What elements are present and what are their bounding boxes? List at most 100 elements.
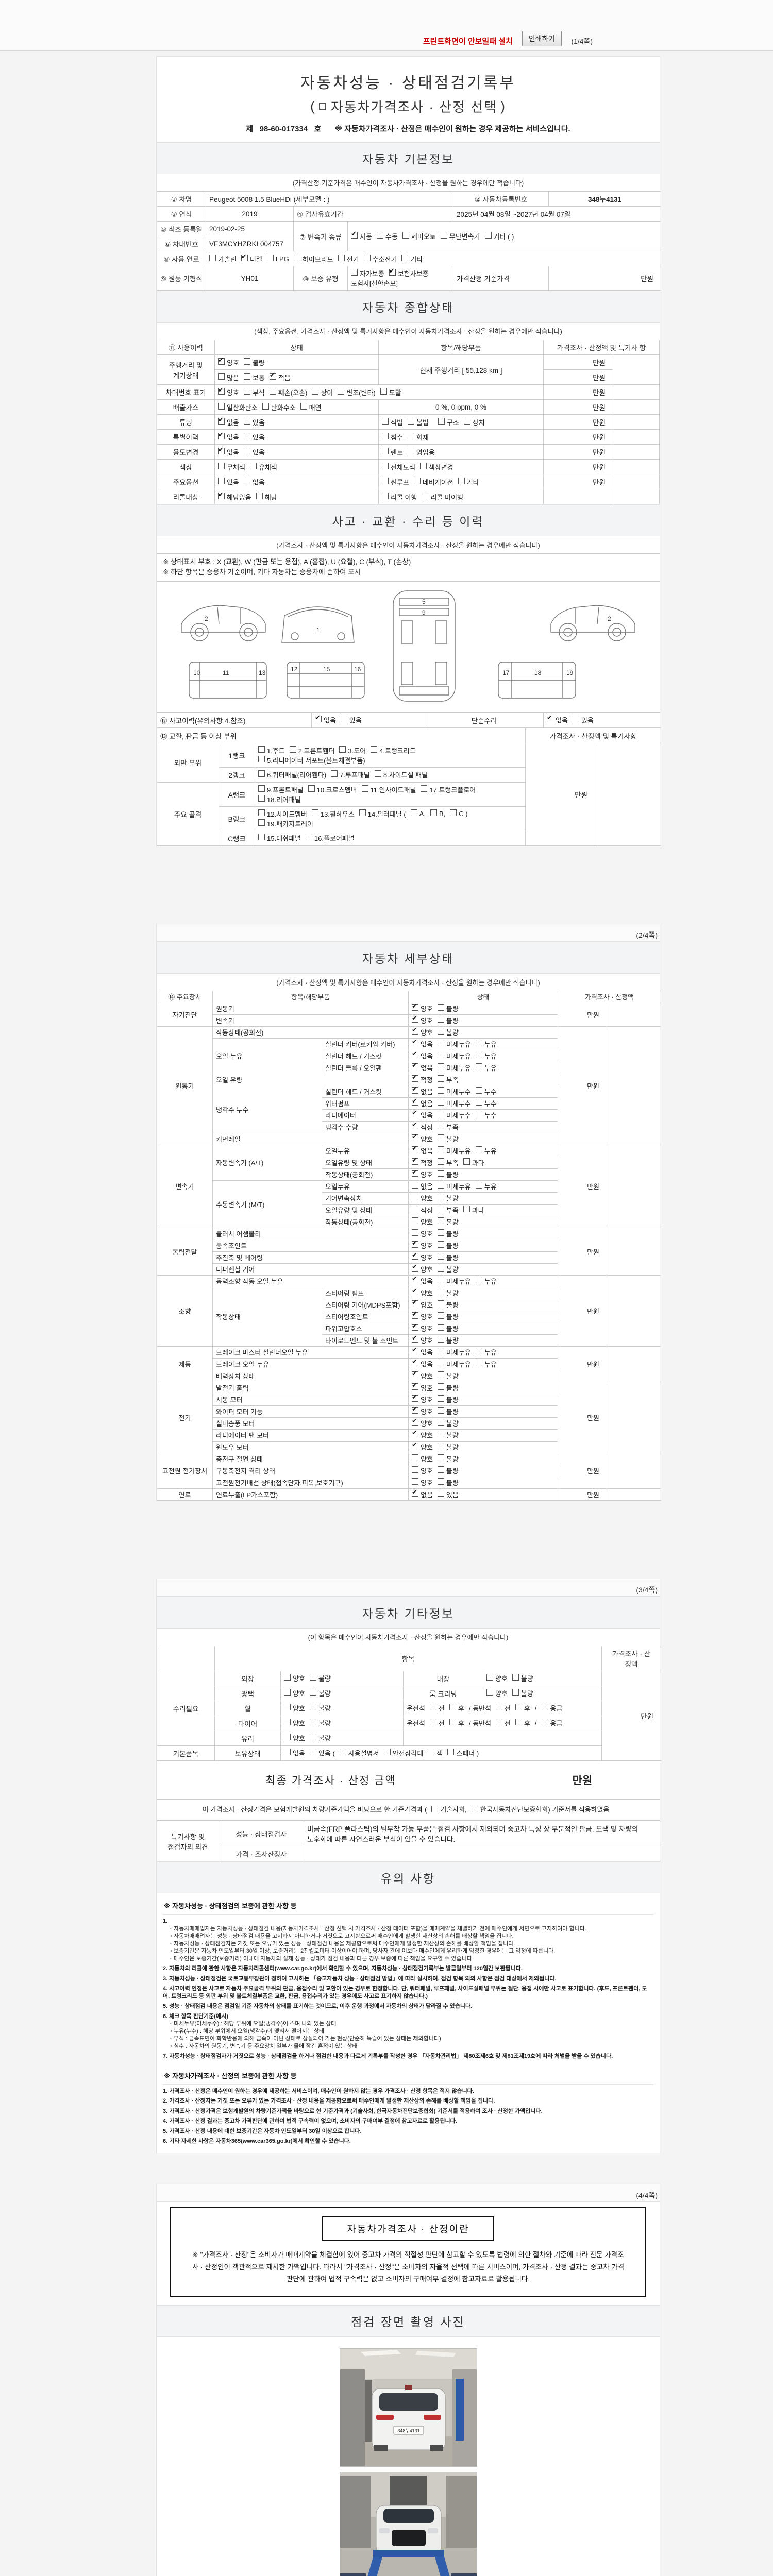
checkbox-option[interactable]: 양호	[412, 1239, 433, 1250]
checkbox-option[interactable]: 양호	[412, 1217, 433, 1227]
checkbox-option[interactable]: 없음	[547, 714, 568, 725]
option-cell[interactable]: 양호 불량	[408, 1227, 558, 1240]
checkbox-option[interactable]: 부족	[437, 1122, 459, 1132]
unchecked-checkbox-icon[interactable]	[401, 254, 409, 261]
checked-checkbox-icon[interactable]	[412, 1156, 418, 1165]
unchecked-checkbox-icon[interactable]	[450, 809, 457, 816]
checked-checkbox-icon[interactable]	[218, 416, 225, 425]
unchecked-checkbox-icon[interactable]	[437, 1158, 444, 1165]
unchecked-checkbox-icon[interactable]	[258, 785, 265, 792]
unchecked-checkbox-icon[interactable]	[541, 1719, 548, 1726]
checkbox-option[interactable]: 불법	[407, 417, 429, 427]
checkbox-option[interactable]: 훼손(오손)	[269, 387, 307, 397]
option-cell[interactable]: 양호 불량	[482, 1670, 602, 1686]
checkbox-option[interactable]: 수동	[376, 231, 398, 241]
checked-checkbox-icon[interactable]	[412, 1429, 418, 1437]
unchecked-checkbox-icon[interactable]	[512, 1674, 519, 1681]
checkbox-option[interactable]: 미세누유	[437, 1347, 471, 1357]
unchecked-checkbox-icon[interactable]	[458, 477, 465, 484]
option-cell[interactable]: 양호 불량	[408, 1393, 558, 1406]
checkbox-option[interactable]: 불량	[309, 1673, 331, 1683]
checkbox-option[interactable]: 양호	[412, 1002, 433, 1013]
checked-checkbox-icon[interactable]	[315, 714, 322, 723]
checkbox-option[interactable]: 누유	[475, 1051, 497, 1061]
unchecked-checkbox-icon[interactable]	[512, 1689, 519, 1696]
unchecked-checkbox-icon[interactable]	[293, 254, 300, 261]
unchecked-checkbox-icon[interactable]	[449, 1704, 456, 1711]
unchecked-checkbox-icon[interactable]	[486, 1689, 493, 1696]
unchecked-checkbox-icon[interactable]	[383, 1749, 391, 1756]
unchecked-checkbox-icon[interactable]	[484, 232, 492, 239]
unchecked-checkbox-icon[interactable]	[309, 1749, 316, 1756]
checkbox-option[interactable]: 색상변경	[419, 462, 453, 472]
unchecked-checkbox-icon[interactable]	[351, 269, 358, 276]
checkbox-option[interactable]: 누수	[475, 1098, 497, 1108]
checkbox-option[interactable]: 양호	[412, 1251, 433, 1262]
checkbox-option[interactable]: 네비게이션	[413, 477, 453, 487]
option-cell[interactable]: 양호 불량	[408, 1298, 558, 1311]
checkbox-option[interactable]: 미세누유	[437, 1039, 471, 1049]
checkbox-option[interactable]: 불량	[309, 1703, 331, 1713]
option-cell[interactable]: 양호 불량	[280, 1685, 404, 1701]
unchecked-checkbox-icon[interactable]	[437, 1418, 444, 1426]
checked-checkbox-icon[interactable]	[412, 1440, 418, 1449]
checkbox-option[interactable]: 양호	[218, 386, 239, 397]
option-cell[interactable]: 양호 불량	[280, 1730, 404, 1746]
option-cell[interactable]: 없음 있음	[311, 712, 425, 728]
checkbox-option[interactable]: 미세누유	[437, 1051, 471, 1061]
unchecked-checkbox-icon[interactable]	[339, 1749, 346, 1756]
unchecked-checkbox-icon[interactable]	[438, 417, 445, 425]
unchecked-checkbox-icon[interactable]	[218, 372, 225, 380]
checkbox-option[interactable]: 불량	[512, 1688, 533, 1698]
unchecked-checkbox-icon[interactable]	[437, 1335, 444, 1343]
unchecked-checkbox-icon[interactable]	[218, 402, 225, 410]
option-cell[interactable]: 가솔린 디젤 LPG 하이브리드 전기 수소전기 기타	[205, 251, 662, 266]
checkbox-option[interactable]: 자동	[351, 230, 372, 241]
install-hint[interactable]: 프린트화면이 안보일때 설치	[423, 37, 513, 46]
checkbox-option[interactable]: 누유	[475, 1347, 497, 1357]
checkbox-option[interactable]: 양호	[412, 1381, 433, 1393]
option-cell[interactable]: 양호 불량	[280, 1700, 404, 1716]
unchecked-checkbox-icon[interactable]	[407, 447, 414, 454]
unchecked-checkbox-icon[interactable]	[437, 1371, 444, 1378]
checkbox-option[interactable]: 없음	[218, 416, 239, 427]
checkbox-option[interactable]: 누수	[475, 1087, 497, 1096]
option-cell[interactable]: 양호 불량	[408, 1417, 558, 1430]
checkbox-option[interactable]: 불량	[309, 1718, 331, 1728]
checkbox-option[interactable]: 불량	[437, 1430, 459, 1440]
unchecked-checkbox-icon[interactable]	[284, 1734, 291, 1741]
unchecked-checkbox-icon[interactable]	[308, 785, 315, 792]
price-select-checkbox[interactable]	[318, 103, 326, 110]
unchecked-checkbox-icon[interactable]	[284, 1689, 291, 1696]
checkbox-option[interactable]: 누수	[475, 1110, 497, 1120]
checkbox-option[interactable]: 불량	[437, 1466, 459, 1476]
unchecked-checkbox-icon[interactable]	[437, 1110, 444, 1117]
option-cell[interactable]: 양호 불량	[408, 1310, 558, 1323]
checkbox-option[interactable]: 2.프론트휀더	[289, 745, 334, 755]
checkbox-option[interactable]: 불량	[437, 1324, 459, 1333]
checkbox-option[interactable]: 양호	[412, 1369, 433, 1381]
option-cell[interactable]: 없음 있음	[214, 444, 379, 460]
unchecked-checkbox-icon[interactable]	[422, 492, 429, 499]
unchecked-checkbox-icon[interactable]	[437, 1347, 444, 1354]
unchecked-checkbox-icon[interactable]	[437, 1087, 444, 1094]
checkbox-option[interactable]: 침수	[382, 432, 403, 442]
checkbox-option[interactable]: 변조(변타)	[338, 387, 376, 397]
checkbox-option[interactable]: 없음	[412, 1085, 433, 1096]
checked-checkbox-icon[interactable]	[412, 1168, 418, 1177]
option-cell[interactable]: 양호 불량	[408, 1132, 558, 1145]
checkbox-option[interactable]: 후	[515, 1703, 530, 1713]
option-cell[interactable]: 없음 미세누유 누유	[408, 1038, 558, 1050]
unchecked-checkbox-icon[interactable]	[339, 745, 346, 753]
unchecked-checkbox-icon[interactable]	[437, 1276, 444, 1283]
unchecked-checkbox-icon[interactable]	[382, 492, 389, 499]
checked-checkbox-icon[interactable]	[412, 1286, 418, 1295]
checkbox-option[interactable]: 과다	[463, 1205, 484, 1215]
checkbox-option[interactable]: 양호	[486, 1688, 508, 1698]
checked-checkbox-icon[interactable]	[412, 1121, 418, 1129]
unchecked-checkbox-icon[interactable]	[495, 1719, 502, 1726]
checkbox-option[interactable]: 적법	[382, 417, 403, 427]
checkbox-option[interactable]: 부족	[437, 1075, 459, 1084]
checked-checkbox-icon[interactable]	[218, 386, 225, 395]
option-cell[interactable]: 무채색 유채색	[214, 459, 379, 474]
